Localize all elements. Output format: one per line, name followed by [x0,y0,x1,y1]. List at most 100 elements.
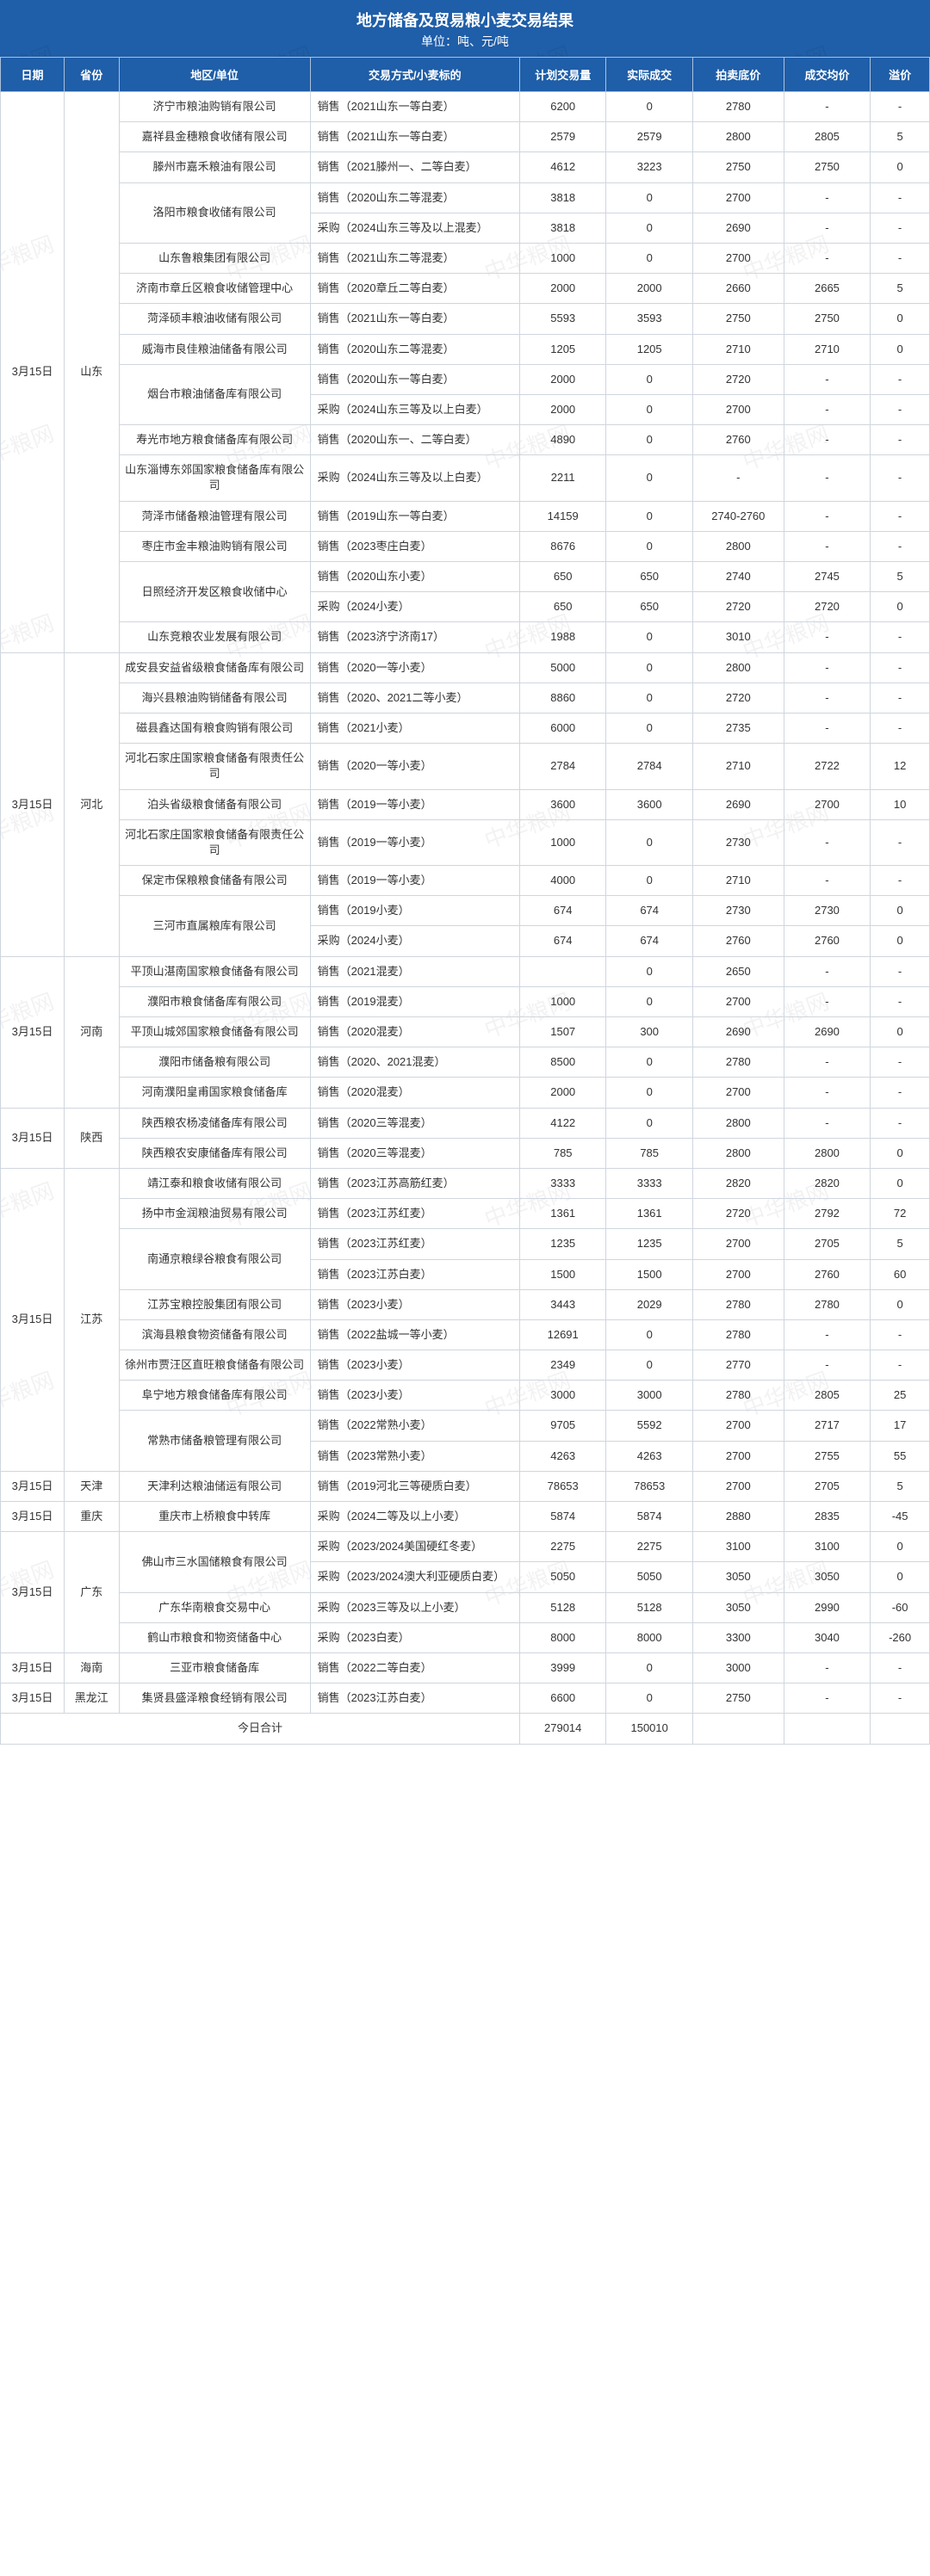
cell-unit: 枣庄市金丰粮油购销有限公司 [119,531,310,561]
table-row: 日照经济开发区粮食收储中心销售（2020山东小麦）650650274027455 [1,562,930,592]
cell-plan: 1000 [519,986,605,1016]
cell-actual: 0 [606,243,692,273]
cell-base: 2800 [692,1108,784,1138]
cell-actual: 1500 [606,1259,692,1289]
table-row: 磁县鑫达国有粮食购销有限公司销售（2021小麦）600002735-- [1,713,930,743]
cell-avg: 2720 [784,592,870,622]
cell-avg: - [784,531,870,561]
cell-base: 2740-2760 [692,501,784,531]
cell-avg: - [784,866,870,896]
table-row: 扬中市金润粮油贸易有限公司销售（2023江苏红麦）136113612720279… [1,1199,930,1229]
cell-base: 2750 [692,1683,784,1714]
cell-type: 采购（2024山东三等及以上白麦） [310,455,519,501]
cell-unit: 山东鲁粮集团有限公司 [119,243,310,273]
cell-unit: 成安县安益省级粮食储备库有限公司 [119,652,310,683]
cell-unit: 佛山市三水国储粮食有限公司 [119,1532,310,1592]
cell-prem: 0 [871,1168,930,1198]
col-type: 交易方式/小麦标的 [310,58,519,92]
cell-type: 销售（2021山东一等白麦） [310,304,519,334]
cell-unit: 洛阳市粮食收储有限公司 [119,182,310,243]
table-row: 威海市良佳粮油储备有限公司销售（2020山东二等混麦）1205120527102… [1,334,930,364]
cell-type: 销售（2023小麦） [310,1381,519,1411]
cell-actual: 674 [606,926,692,956]
cell-province: 天津 [65,1471,119,1501]
cell-avg: - [784,1683,870,1714]
cell-type: 销售（2020一等小麦） [310,652,519,683]
cell-plan: 2000 [519,274,605,304]
cell-prem: - [871,243,930,273]
cell-plan: 674 [519,896,605,926]
cell-plan: 650 [519,592,605,622]
cell-avg: - [784,683,870,713]
cell-plan: 785 [519,1138,605,1168]
table-row: 菏泽市储备粮油管理有限公司销售（2019山东一等白麦）1415902740-27… [1,501,930,531]
table-row: 3月15日江苏靖江泰和粮食收储有限公司销售（2023江苏高筋红麦）3333333… [1,1168,930,1198]
cell-base: 2750 [692,304,784,334]
cell-plan: 8676 [519,531,605,561]
cell-avg: - [784,243,870,273]
cell-actual: 0 [606,1078,692,1108]
cell-type: 采购（2024山东三等及以上混麦） [310,213,519,243]
cell-type: 销售（2023小麦） [310,1350,519,1381]
cell-actual: 650 [606,592,692,622]
cell-plan: 650 [519,562,605,592]
cell-base: 2750 [692,152,784,182]
cell-actual: 0 [606,1652,692,1683]
cell-plan: 9705 [519,1411,605,1441]
cell-avg: 2722 [784,744,870,789]
col-base: 拍卖底价 [692,58,784,92]
cell-unit: 磁县鑫达国有粮食购销有限公司 [119,713,310,743]
cell-actual: 5128 [606,1592,692,1622]
cell-date: 3月15日 [1,1471,65,1501]
cell-prem: 12 [871,744,930,789]
table-row: 广东华南粮食交易中心采购（2023三等及以上小麦）512851283050299… [1,1592,930,1622]
cell-base: 2660 [692,274,784,304]
cell-base: - [692,455,784,501]
cell-province: 黑龙江 [65,1683,119,1714]
cell-avg: 2780 [784,1289,870,1319]
cell-base: 2710 [692,744,784,789]
cell-type: 销售（2023江苏红麦） [310,1199,519,1229]
cell-actual: 2000 [606,274,692,304]
cell-unit: 滨海县粮食物资储备有限公司 [119,1319,310,1350]
cell-date: 3月15日 [1,1168,65,1471]
cell-type: 销售（2022二等白麦） [310,1652,519,1683]
cell-prem: - [871,182,930,213]
cell-actual: 1205 [606,334,692,364]
cell-avg: - [784,956,870,986]
cell-type: 销售（2019山东一等白麦） [310,501,519,531]
cell-province: 河南 [65,956,119,1108]
cell-base: 2740 [692,562,784,592]
cell-base: 2780 [692,1289,784,1319]
cell-prem: 5 [871,562,930,592]
cell-type: 销售（2020山东小麦） [310,562,519,592]
cell-plan: 1205 [519,334,605,364]
cell-prem: - [871,531,930,561]
cell-unit: 海兴县粮油购销储备有限公司 [119,683,310,713]
cell-avg: 2760 [784,1259,870,1289]
cell-type: 销售（2023常熟小麦） [310,1441,519,1471]
cell-actual: 3333 [606,1168,692,1198]
cell-prem: 0 [871,304,930,334]
cell-base: 2650 [692,956,784,986]
cell-date: 3月15日 [1,1532,65,1653]
cell-prem: - [871,819,930,865]
cell-unit: 菏泽市储备粮油管理有限公司 [119,501,310,531]
cell-avg: 2700 [784,789,870,819]
cell-avg: - [784,182,870,213]
cell-actual: 0 [606,455,692,501]
cell-unit: 集贤县盛泽粮食经销有限公司 [119,1683,310,1714]
footer-label: 今日合计 [1,1714,520,1744]
col-plan: 计划交易量 [519,58,605,92]
cell-actual: 2029 [606,1289,692,1319]
cell-actual: 3223 [606,152,692,182]
cell-actual: 0 [606,1350,692,1381]
cell-province: 河北 [65,652,119,956]
cell-prem: 5 [871,122,930,152]
cell-avg: - [784,425,870,455]
cell-base: 2700 [692,1229,784,1259]
col-actual: 实际成交 [606,58,692,92]
cell-unit: 重庆市上桥粮食中转库 [119,1502,310,1532]
cell-type: 采购（2023三等及以上小麦） [310,1592,519,1622]
cell-avg: 2745 [784,562,870,592]
